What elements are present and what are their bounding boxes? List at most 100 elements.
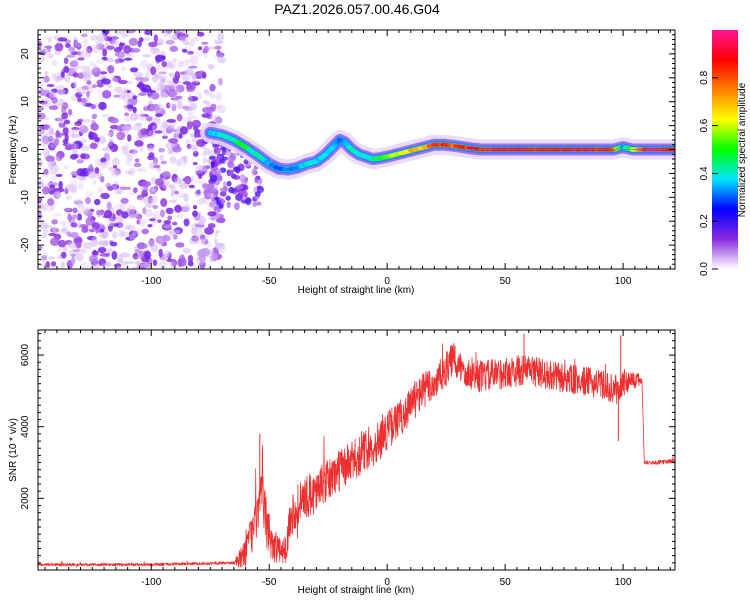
spectrogram-noise-cell bbox=[149, 47, 159, 51]
spectrogram-noise-cell bbox=[128, 37, 138, 46]
snr-y-tick-label: 2000 bbox=[20, 487, 31, 510]
spectrogram-noise-cell bbox=[253, 186, 258, 193]
spectrogram-noise-cell bbox=[214, 45, 222, 50]
spectrogram-noise-cell bbox=[142, 207, 147, 215]
spectrogram-noise-cell bbox=[141, 189, 148, 198]
spectrogram-noise-cell bbox=[160, 184, 167, 191]
spectrogram-noise-cell bbox=[168, 138, 179, 144]
spectrogram-noise-cell bbox=[39, 47, 50, 54]
snr-x-tick-label: 0 bbox=[384, 577, 390, 588]
spectrogram-noise-cell bbox=[134, 113, 140, 119]
spectrogram-noise-cell bbox=[57, 98, 65, 107]
spectrogram-noise-cell bbox=[151, 73, 159, 83]
spectrogram-noise-cell bbox=[49, 127, 55, 135]
spectrogram-noise-cell bbox=[170, 259, 176, 268]
spectrogram-noise-cell bbox=[97, 246, 107, 254]
spectrogram-noise-cell bbox=[108, 137, 114, 147]
spectrogram-noise-cell bbox=[187, 254, 194, 263]
spectrogram-noise-cell bbox=[100, 161, 109, 169]
spectrogram-x-label: Height of straight line (km) bbox=[298, 285, 415, 296]
spectrogram-noise-cell bbox=[74, 41, 82, 48]
spectrogram-noise-cell bbox=[169, 60, 177, 69]
spectrogram-noise-cell bbox=[194, 79, 200, 84]
spectrogram-noise-cell bbox=[144, 30, 152, 36]
spectrogram-noise-cell bbox=[129, 233, 136, 241]
spectrogram-noise-cell bbox=[184, 107, 193, 112]
spectrogram-noise-cell bbox=[134, 255, 143, 259]
spectrogram-noise-cell bbox=[52, 35, 60, 40]
spectrogram-noise-cell bbox=[67, 213, 72, 222]
spectrogram-noise-cell bbox=[190, 175, 195, 180]
spectrogram-noise-cell bbox=[138, 92, 147, 97]
spectrogram-noise-cell bbox=[89, 142, 98, 150]
spectrogram-noise-cell bbox=[201, 152, 208, 156]
colorbar: 0.0 0.2 0.4 0.6 0.8 Normalized spectral ampl… bbox=[699, 30, 748, 276]
spectrogram-noise-cell bbox=[149, 122, 157, 131]
spectrogram-noise-cell bbox=[86, 84, 92, 89]
spectrogram-noise-cell bbox=[148, 95, 154, 100]
spectrogram-noise-cell bbox=[142, 54, 152, 58]
spectrogram-noise-cell bbox=[91, 113, 98, 120]
spectrogram-noise-cell bbox=[176, 101, 183, 110]
spectrogram-noise-cell bbox=[197, 216, 207, 224]
spectrogram-noise-cell bbox=[98, 101, 107, 110]
spectrogram-x-tick-label: 100 bbox=[615, 276, 632, 287]
spectrogram-noise-cell bbox=[62, 223, 67, 230]
spectrogram-noise-cell bbox=[70, 51, 79, 55]
spectrogram-noise-cell bbox=[112, 265, 122, 269]
spectrogram-noise-cell bbox=[111, 231, 118, 239]
spectrogram-y-tick-label: 0 bbox=[20, 146, 31, 152]
spectrogram-noise-cell bbox=[79, 125, 89, 134]
spectrogram-noise-cell bbox=[63, 57, 69, 65]
spectrogram-noise-cell bbox=[115, 215, 124, 224]
spectrogram-noise-cell bbox=[112, 75, 122, 82]
spectrogram-noise-cell bbox=[173, 94, 184, 103]
spectrogram-noise-cell bbox=[80, 50, 85, 59]
spectrogram-noise-cell bbox=[169, 45, 179, 53]
spectrogram-noise-cell bbox=[76, 208, 85, 214]
spectrogram-noise-cell bbox=[171, 103, 177, 112]
spectrogram-noise-cell bbox=[63, 119, 71, 125]
spectrogram-noise-cell bbox=[148, 195, 153, 204]
spectrogram-noise-cell bbox=[98, 240, 105, 249]
spectrogram-noise-cell bbox=[174, 71, 181, 80]
spectrogram-noise-cell bbox=[40, 233, 48, 238]
spectrogram-noise-cell bbox=[50, 88, 58, 94]
spectrogram-noise-cell bbox=[65, 231, 72, 236]
spectrogram-noise-cell bbox=[180, 206, 190, 212]
spectrogram-noise-cell bbox=[75, 240, 82, 249]
spectrogram-noise-cell bbox=[51, 73, 57, 79]
spectrogram-noise-cell bbox=[118, 91, 126, 100]
spectrogram-noise-cell bbox=[178, 30, 186, 35]
spectrogram-noise-cell bbox=[86, 80, 92, 85]
spectrogram-noise-cell bbox=[175, 242, 185, 248]
spectrogram-noise-cell bbox=[53, 190, 61, 200]
spectrogram-noise-cell bbox=[53, 165, 60, 173]
spectrogram-noise-cell bbox=[211, 199, 218, 205]
spectrogram-noise-cell bbox=[172, 198, 179, 202]
spectrogram-noise-cell bbox=[151, 124, 157, 132]
spectrogram-noise-cell bbox=[164, 84, 172, 90]
spectrogram-noise-cell bbox=[199, 234, 206, 241]
spectrogram-noise-cell bbox=[87, 165, 93, 169]
spectrogram-noise-cell bbox=[182, 247, 191, 254]
spectrogram-noise-cell bbox=[89, 35, 99, 41]
spectrogram-noise-cell bbox=[116, 126, 125, 132]
spectrogram-noise-cell bbox=[122, 261, 128, 268]
spectrogram-noise-cell bbox=[66, 54, 76, 58]
spectrogram-noise-cell bbox=[209, 254, 215, 264]
spectrogram-noise-cell bbox=[175, 204, 181, 213]
spectrogram-noise-cell bbox=[51, 161, 57, 167]
spectrogram-noise-cell bbox=[203, 89, 209, 93]
spectrogram-noise-cell bbox=[165, 258, 176, 263]
spectrogram-noise-cell bbox=[169, 36, 179, 41]
spectrogram-noise-cell bbox=[99, 71, 108, 75]
spectrogram-noise-cell bbox=[120, 66, 126, 71]
spectrogram-noise-cell bbox=[177, 258, 182, 267]
spectrogram-noise-cell bbox=[73, 143, 79, 150]
spectrogram-noise-cell bbox=[123, 45, 132, 54]
spectrogram-noise-cell bbox=[192, 150, 199, 157]
spectrogram-noise-cell bbox=[59, 121, 64, 128]
spectrogram-noise-cell bbox=[139, 113, 150, 117]
spectrogram-noise-cell bbox=[95, 58, 105, 64]
